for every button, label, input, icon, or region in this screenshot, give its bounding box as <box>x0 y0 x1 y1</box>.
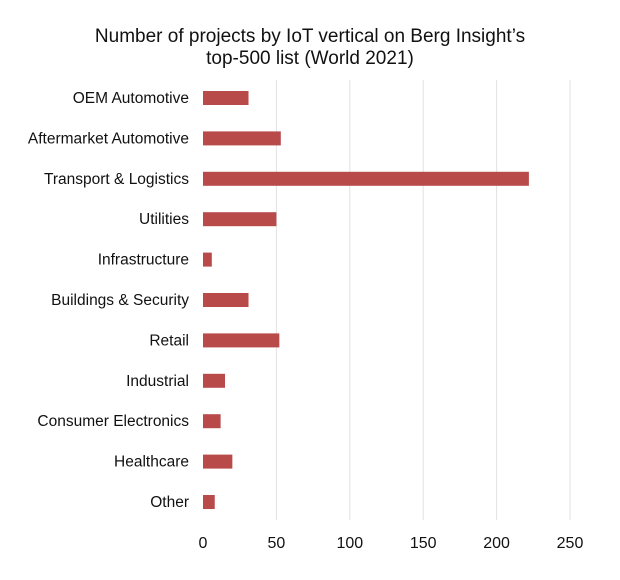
category-label: Other <box>150 494 189 511</box>
bar <box>203 495 215 509</box>
category-labels: OEM Automotive Aftermarket Automotive Tran… <box>28 90 189 511</box>
category-label: OEM Automotive <box>73 90 189 107</box>
x-tick-label: 50 <box>268 535 286 552</box>
x-tick-label: 0 <box>199 535 208 552</box>
category-label: Aftermarket Automotive <box>28 130 189 147</box>
bar <box>203 171 529 186</box>
category-label: Consumer Electronics <box>37 413 189 430</box>
bar <box>203 212 277 227</box>
bar <box>203 454 233 469</box>
chart-title-line-2: top-500 list (World 2021) <box>206 48 414 69</box>
x-tick-labels: 0 50 100 150 200 250 <box>199 535 584 552</box>
bar <box>203 414 221 429</box>
bar <box>203 91 249 105</box>
category-label: Healthcare <box>114 454 189 471</box>
bar <box>203 293 249 307</box>
category-label: Utilities <box>139 211 189 228</box>
bar <box>203 131 281 146</box>
x-tick-label: 200 <box>483 535 510 552</box>
bar <box>203 333 280 348</box>
x-tick-label: 150 <box>410 535 437 552</box>
category-label: Retail <box>149 332 189 349</box>
bar <box>203 373 226 388</box>
bars <box>203 91 529 509</box>
gridlines <box>275 80 571 520</box>
bar <box>203 252 212 267</box>
category-label: Transport & Logistics <box>44 171 189 188</box>
chart-title-line-1: Number of projects by IoT vertical on Be… <box>94 26 526 47</box>
x-tick-label: 250 <box>557 535 584 552</box>
category-label: Buildings & Security <box>51 292 189 309</box>
category-label: Infrastructure <box>98 252 189 269</box>
chart-title: Number of projects by IoT vertical on Be… <box>0 26 620 70</box>
category-label: Industrial <box>126 373 189 390</box>
x-tick-label: 100 <box>336 535 363 552</box>
